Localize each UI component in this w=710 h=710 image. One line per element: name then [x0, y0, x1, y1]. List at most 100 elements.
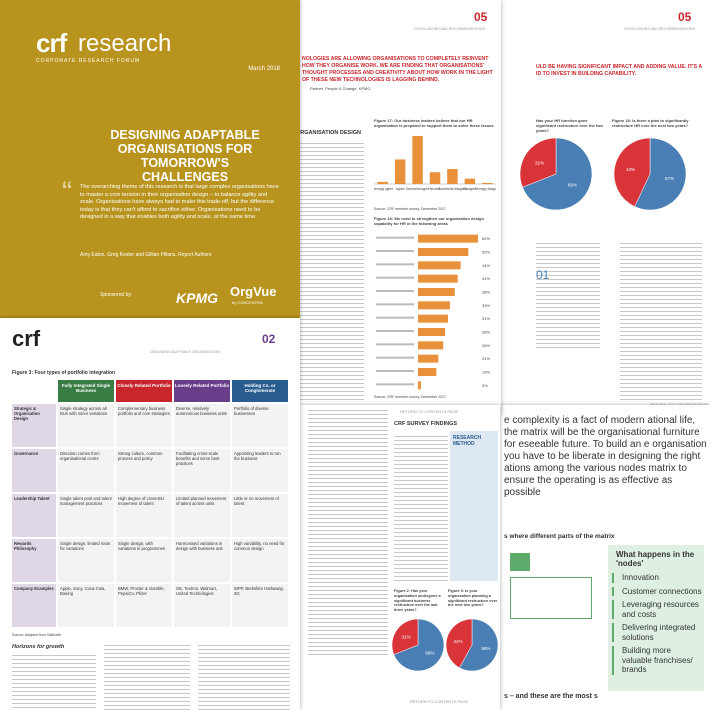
- value-label: 31%: [482, 316, 490, 321]
- pie-slice: [393, 618, 445, 672]
- bar: [418, 288, 455, 296]
- section-number: 01: [536, 268, 550, 282]
- fig17-source: Source: CRF member survey, December 2017: [374, 207, 446, 211]
- bar: [464, 178, 476, 184]
- bar: [418, 234, 478, 243]
- pies: 69% 31% 57% 43%: [519, 137, 687, 211]
- slice-label: 57%: [665, 176, 674, 181]
- sponsored: Sponsored by:: [100, 292, 133, 298]
- fig17-chart: Strongly agree Agree Somewhat agree Neutral…: [374, 136, 496, 191]
- category-label: Agree: [396, 187, 405, 191]
- row-label: [376, 250, 414, 252]
- slice-label: 69%: [425, 651, 434, 656]
- cell: Complementary business portfolio and cor…: [116, 404, 172, 447]
- bar: [418, 314, 448, 323]
- body-text: [12, 652, 96, 710]
- row-label: [376, 356, 414, 359]
- pie-slice: [459, 618, 499, 672]
- cell: Direction comes from organisational cent…: [58, 449, 114, 492]
- section: CONCLUSIONS AND RECOMMENDATIONS: [624, 27, 695, 31]
- bar: [418, 261, 461, 270]
- list-item: Leveraging resources and costs: [612, 600, 702, 619]
- value-label: 19%: [482, 370, 490, 375]
- column-header: Closely Related Portfolio: [116, 380, 172, 402]
- nodes-box: [608, 545, 704, 691]
- bar: [418, 381, 421, 390]
- table: Fully Integrated Single Business Closely …: [12, 380, 290, 630]
- cell: High variability, no need for common des…: [232, 539, 288, 582]
- orgvue-sub: by CONCENTRA: [232, 300, 263, 305]
- fig18-chart: 62% 52% 44% 41% 38% 33% 31% 28% 26% 21% 19% 3%: [376, 234, 490, 390]
- row-header: Governance: [12, 449, 56, 492]
- bar: [418, 368, 437, 376]
- pie-slice: [519, 137, 557, 188]
- authors: Amy Eaton, Greg Kester and Gillian Pilla…: [80, 252, 212, 258]
- row-label: [376, 303, 414, 306]
- pie-b-title: Figure 19: Is there a plan to significan…: [612, 118, 689, 128]
- cell: Single strategy across all BUs with mino…: [58, 404, 114, 447]
- cell: Diverse, relatively autonomous business …: [174, 404, 230, 447]
- category-label: Strongly disagree: [475, 187, 496, 191]
- page-f: e complexity is a fact of modern ational…: [500, 405, 710, 710]
- table-source: Source: Adapted from Galbraith: [12, 633, 62, 637]
- value-label: 44%: [482, 263, 490, 268]
- body-text: [104, 642, 190, 710]
- bar: [429, 172, 441, 184]
- cell: Single design, limited room for variatio…: [58, 539, 114, 582]
- pull-quote-source: Partner, People & Change, KPMG: [310, 86, 371, 91]
- column-header: Holding Co. or Conglomerate: [232, 380, 288, 402]
- cell: Harmonised variations in design with bus…: [174, 539, 230, 582]
- fig17-title: Figure 17: Our business leaders believe …: [374, 118, 494, 128]
- diagram-block: [510, 553, 530, 571]
- bar: [377, 181, 388, 184]
- kpmg: KPMG: [176, 290, 218, 306]
- body-text: [198, 642, 290, 710]
- bar: [412, 136, 423, 184]
- date: March 2018: [248, 66, 280, 72]
- heading: ORGANISATION DESIGN: [296, 130, 361, 136]
- page-e: RETURN TO CONTENTS PAGE CRF SURVEY FINDI…: [300, 405, 500, 710]
- value-label: 41%: [482, 276, 490, 281]
- orgvue: OrgVue: [230, 284, 277, 299]
- footer: RETURN TO CONTENTS PAGE: [650, 402, 709, 407]
- cell: Limited planned movement of talent acros…: [174, 494, 230, 537]
- row-label: [376, 276, 414, 279]
- bar: [418, 301, 450, 310]
- category-label: Somewhat agree: [406, 187, 430, 191]
- pull-quote: NOLOGIES ARE ALLOWING ORGANISATIONS TO C…: [302, 56, 493, 83]
- slice-label: 42%: [454, 639, 463, 644]
- fig18-title: Figure 18: We need to strengthen our org…: [374, 216, 484, 226]
- cell: Apple, Sony, Coca-Cola, Boeing: [58, 584, 114, 627]
- column-header: Fully Integrated Single Business: [58, 380, 114, 402]
- fig3-title: Figure 3: Is your organisation planning …: [448, 589, 498, 608]
- bar: [394, 159, 406, 184]
- row-header: Strategic & Organisation Design: [12, 404, 56, 447]
- quote-mark: “: [62, 176, 72, 209]
- value-label: 33%: [482, 303, 490, 308]
- value-label: 21%: [482, 356, 490, 361]
- row-label: [376, 236, 414, 239]
- column-header: Loosely Related Portfolio: [174, 380, 230, 402]
- category-label: Somewhat disagree: [438, 187, 466, 191]
- pie-a-title: Has your HR function gone significant re…: [536, 118, 603, 133]
- bar: [418, 341, 444, 350]
- heading: Horizons for growth: [12, 644, 65, 650]
- section: CONCLUSIONS AND RECOMMENDATIONS: [414, 27, 485, 31]
- fig18-source: Source: CRF member survey, December 2017: [374, 395, 446, 399]
- value-label: 3%: [482, 383, 488, 388]
- list-item: Delivering integrated solutions: [612, 623, 702, 642]
- body-text: [536, 240, 600, 350]
- row-header: Rewards Philosophy: [12, 539, 56, 582]
- slice-label: 58%: [481, 646, 490, 651]
- footer: RETURN TO CONTENTS PAGE: [446, 406, 493, 415]
- row-header: Leadership Talent: [12, 494, 56, 537]
- row-label: [376, 263, 414, 266]
- closing: s – and these are the most s: [504, 693, 598, 700]
- heading: CRF SURVEY FINDINGS: [394, 421, 458, 427]
- diagram-block: [510, 577, 592, 619]
- value-label: 28%: [482, 330, 490, 335]
- quote: The overarching theme of this research i…: [80, 184, 279, 220]
- list-item: Customer connections: [612, 586, 702, 596]
- value-label: 26%: [482, 343, 490, 348]
